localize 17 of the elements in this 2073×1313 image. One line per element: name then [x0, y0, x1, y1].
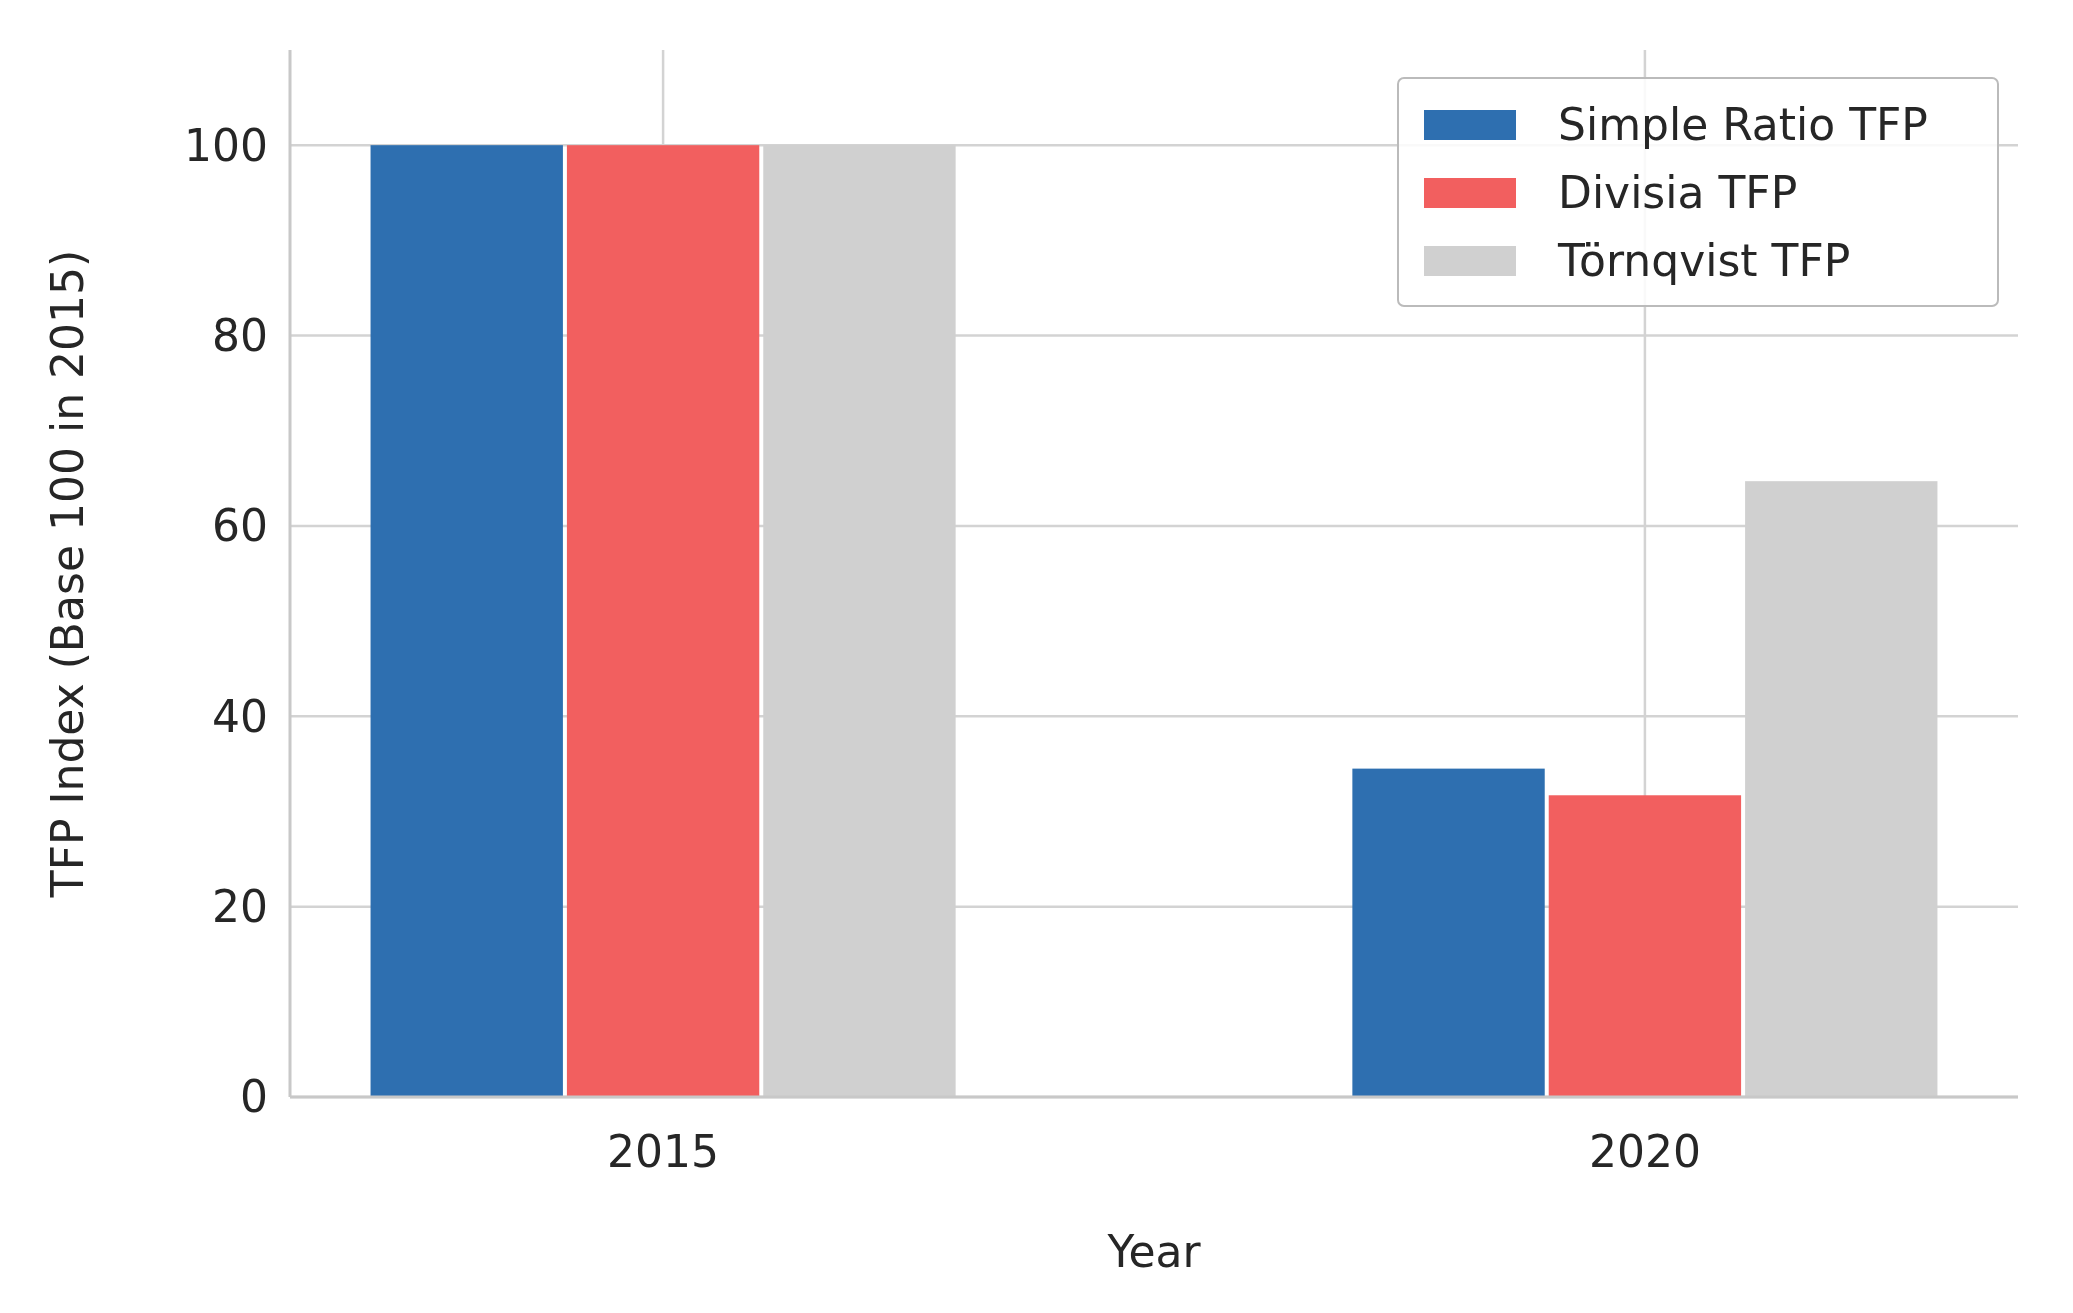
y-tick-label: 20 — [212, 881, 268, 933]
bar — [1548, 795, 1742, 1097]
legend-label: Törnqvist TFP — [1557, 235, 1851, 287]
x-tick-label: 2015 — [607, 1126, 720, 1177]
y-tick-label: 60 — [212, 500, 268, 552]
y-tick-label: 0 — [240, 1071, 268, 1123]
bar — [1352, 768, 1545, 1097]
y-tick-label: 80 — [212, 309, 268, 361]
y-tick-label: 40 — [212, 690, 268, 742]
legend-label: Simple Ratio TFP — [1558, 99, 1928, 151]
bar — [566, 145, 760, 1097]
y-axis-title: TFP Index (Base 100 in 2015) — [42, 249, 93, 899]
bar — [370, 145, 563, 1097]
x-axis-title: Year — [1106, 1226, 1202, 1277]
y-tick-label: 100 — [184, 119, 268, 171]
x-tick-label: 2020 — [1588, 1126, 1701, 1177]
legend-label: Divisia TFP — [1558, 167, 1798, 219]
